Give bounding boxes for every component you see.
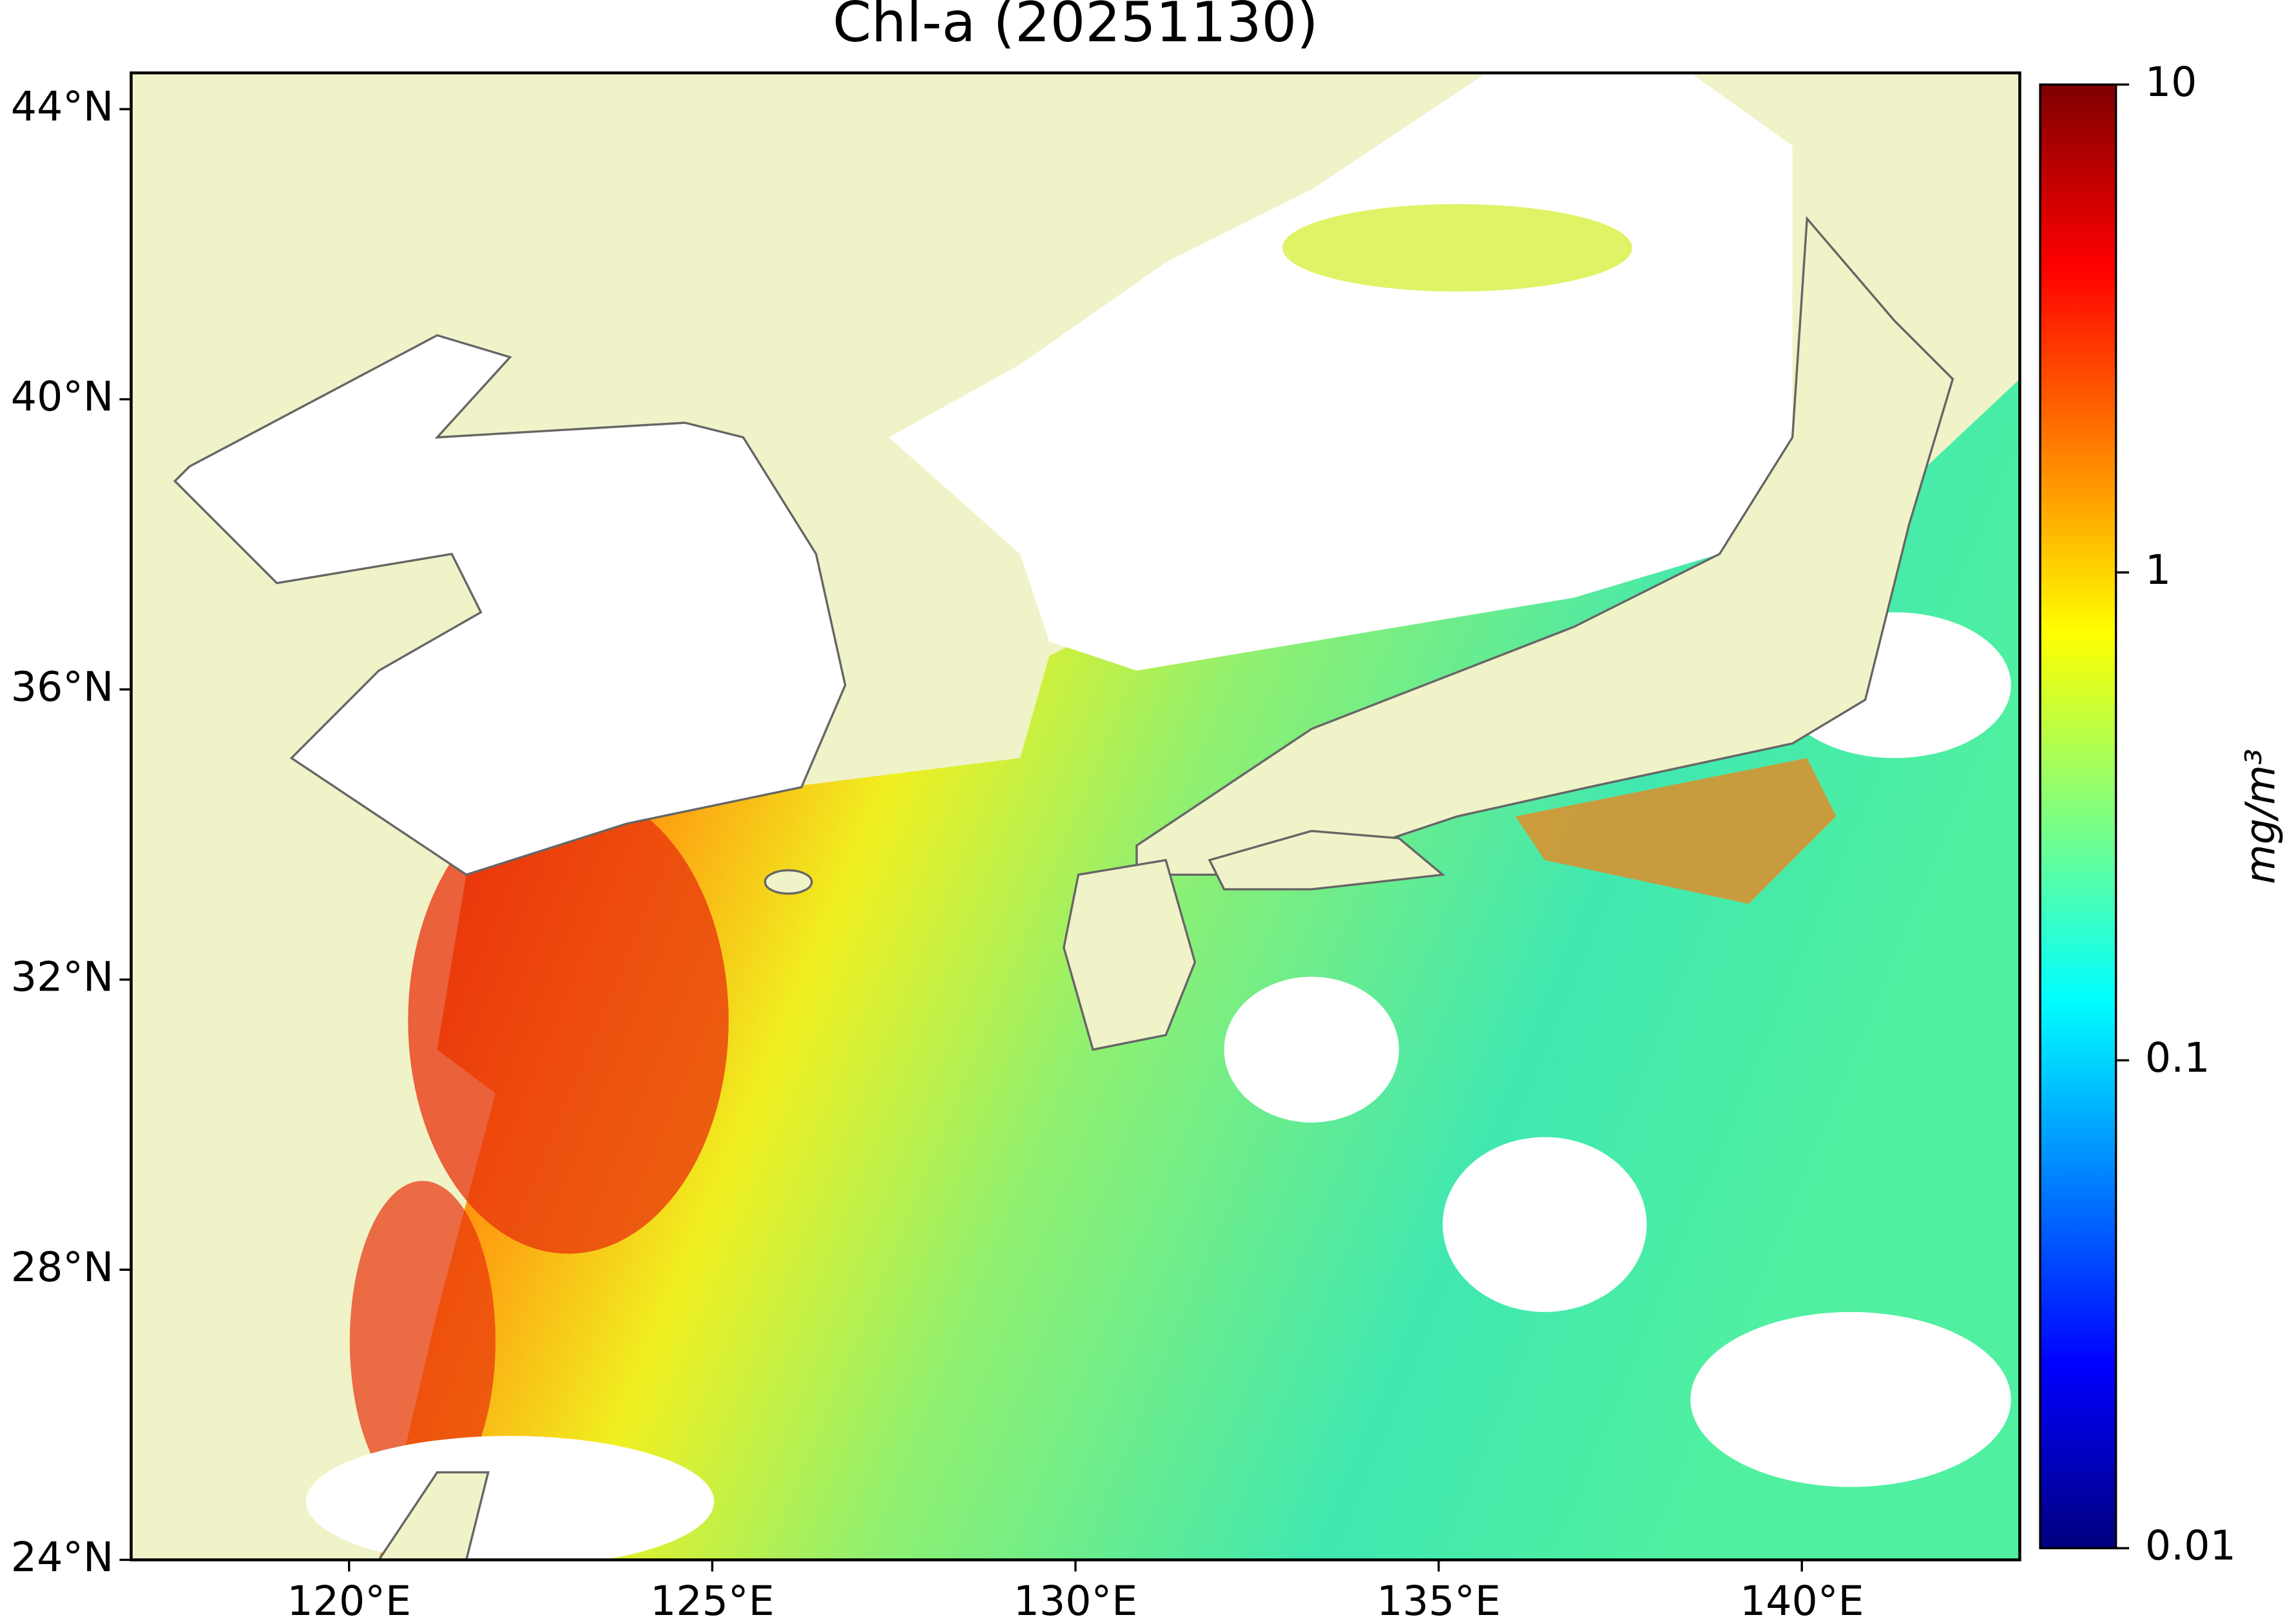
jeju — [764, 869, 813, 895]
axes: 120°E 125°E 130°E 135°E 140°E 24°N 28°N 32°N 36°… — [11, 58, 2236, 1624]
x-tick-label: 135°E — [1376, 1577, 1501, 1624]
cloud — [1224, 976, 1400, 1123]
x-tick-label: 120°E — [287, 1577, 411, 1624]
colorbar — [2039, 83, 2117, 1550]
no-data-yellow-sea — [173, 334, 847, 876]
shikoku — [1208, 829, 1446, 891]
colorbar-tick-label: 1 — [2145, 546, 2171, 594]
x-tick-label: 130°E — [1014, 1577, 1138, 1624]
colorbar-tick-label: 0.01 — [2145, 1522, 2236, 1569]
map — [131, 73, 2020, 1560]
high-chl-plume — [408, 787, 729, 1254]
colorbar-label: mg/m³ — [2237, 749, 2284, 884]
cloud — [1442, 1137, 1647, 1312]
y-tick-label: 24°N — [11, 1533, 114, 1581]
high-chl-coast — [349, 1181, 496, 1502]
colorbar-tick-label: 10 — [2145, 58, 2197, 106]
taiwan — [377, 1471, 490, 1560]
sea-patch — [1282, 204, 1632, 292]
cloud — [1690, 1311, 2011, 1487]
kyushu — [1063, 858, 1197, 1051]
y-tick-label: 36°N — [11, 662, 114, 710]
cloud — [306, 1436, 715, 1560]
x-tick-label: 140°E — [1740, 1577, 1864, 1624]
y-tick-label: 40°N — [11, 372, 114, 420]
y-tick-label: 28°N — [11, 1243, 114, 1291]
chart-title: Chl-a (20251130) — [833, 0, 1318, 55]
high-chl-japan — [1515, 758, 1837, 904]
y-tick-label: 32°N — [11, 953, 114, 1001]
y-tick-label: 44°N — [11, 82, 114, 130]
colorbar-tick-label: 0.1 — [2145, 1034, 2210, 1081]
x-tick-label: 125°E — [650, 1577, 775, 1624]
